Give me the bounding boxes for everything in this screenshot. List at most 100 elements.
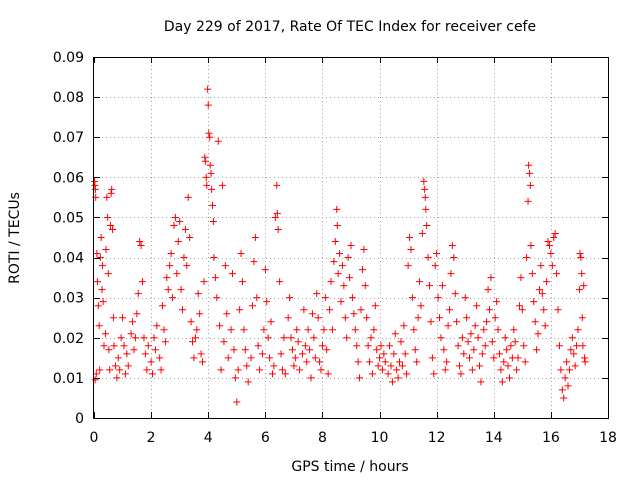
data-point: [330, 258, 338, 266]
data-point: [184, 193, 192, 201]
data-point: [513, 366, 521, 374]
data-point: [181, 225, 189, 233]
data-point: [93, 278, 101, 286]
x-tick-label: 10: [371, 430, 389, 446]
data-point: [577, 254, 585, 262]
x-tick-label: 16: [542, 430, 560, 446]
data-point: [197, 350, 205, 358]
data-point: [423, 221, 431, 229]
data-point: [200, 278, 208, 286]
data-point: [203, 181, 211, 189]
data-point: [131, 334, 139, 342]
data-point: [141, 350, 149, 358]
data-point: [578, 314, 586, 322]
data-point: [217, 366, 225, 374]
data-point: [199, 358, 207, 366]
data-point: [407, 246, 415, 254]
data-point: [494, 326, 502, 334]
data-point: [366, 358, 374, 366]
data-point: [427, 318, 435, 326]
data-point: [568, 334, 576, 342]
data-point: [422, 205, 430, 213]
data-point: [207, 169, 215, 177]
data-point: [444, 322, 452, 330]
data-point: [120, 342, 128, 350]
data-point: [497, 366, 505, 374]
data-point: [91, 185, 99, 193]
data-point: [466, 354, 474, 362]
data-point: [256, 366, 264, 374]
data-point: [143, 366, 151, 374]
data-point: [433, 250, 441, 258]
data-point: [266, 354, 274, 362]
data-point: [414, 314, 422, 322]
data-point: [401, 350, 409, 358]
data-point: [280, 334, 288, 342]
data-point: [147, 358, 155, 366]
data-point: [104, 270, 112, 278]
data-point: [443, 358, 451, 366]
data-point: [417, 302, 425, 310]
data-point: [570, 350, 578, 358]
data-point: [520, 342, 528, 350]
data-point: [170, 221, 178, 229]
data-point: [220, 338, 228, 346]
data-point: [144, 342, 152, 350]
data-point: [167, 250, 175, 258]
data-point: [476, 362, 483, 370]
data-point: [557, 366, 565, 374]
data-point: [581, 354, 589, 362]
data-point: [228, 270, 236, 278]
data-point: [363, 314, 371, 322]
data-point: [357, 306, 365, 314]
data-point: [341, 314, 349, 322]
data-point: [293, 326, 301, 334]
data-point: [373, 346, 381, 354]
data-point: [196, 310, 204, 318]
data-point: [139, 278, 147, 286]
data-point: [284, 314, 292, 322]
data-point: [216, 322, 224, 330]
data-point: [103, 193, 111, 201]
data-point: [227, 326, 235, 334]
data-point: [286, 294, 294, 302]
data-point: [93, 250, 101, 258]
data-point: [561, 374, 569, 382]
data-point: [434, 294, 442, 302]
y-tick-label: 0.08: [53, 90, 84, 106]
data-point: [356, 374, 364, 382]
data-point: [543, 278, 551, 286]
data-point: [560, 394, 568, 402]
data-point: [276, 278, 284, 286]
data-point: [95, 322, 103, 330]
data-point: [416, 278, 424, 286]
data-point: [514, 354, 522, 362]
data-point: [204, 101, 212, 109]
data-point: [558, 386, 566, 394]
data-point: [390, 350, 398, 358]
data-point: [567, 346, 575, 354]
data-point: [431, 262, 439, 270]
data-point: [243, 362, 251, 370]
data-point: [260, 326, 268, 334]
data-point: [537, 262, 545, 270]
data-point: [241, 346, 249, 354]
data-point: [398, 362, 406, 370]
data-point: [544, 238, 552, 246]
data-point: [186, 234, 194, 241]
data-point: [270, 362, 278, 370]
data-point: [481, 342, 489, 350]
data-point: [504, 362, 512, 370]
data-point: [480, 326, 488, 334]
data-point: [550, 234, 558, 241]
x-tick-label: 14: [485, 430, 503, 446]
data-point: [490, 354, 498, 362]
data-point: [527, 242, 535, 250]
data-point: [113, 374, 121, 382]
data-point: [515, 302, 523, 310]
data-point: [304, 326, 312, 334]
data-point: [400, 322, 408, 330]
data-point: [460, 350, 468, 358]
data-point: [205, 129, 213, 137]
data-point: [484, 286, 492, 294]
